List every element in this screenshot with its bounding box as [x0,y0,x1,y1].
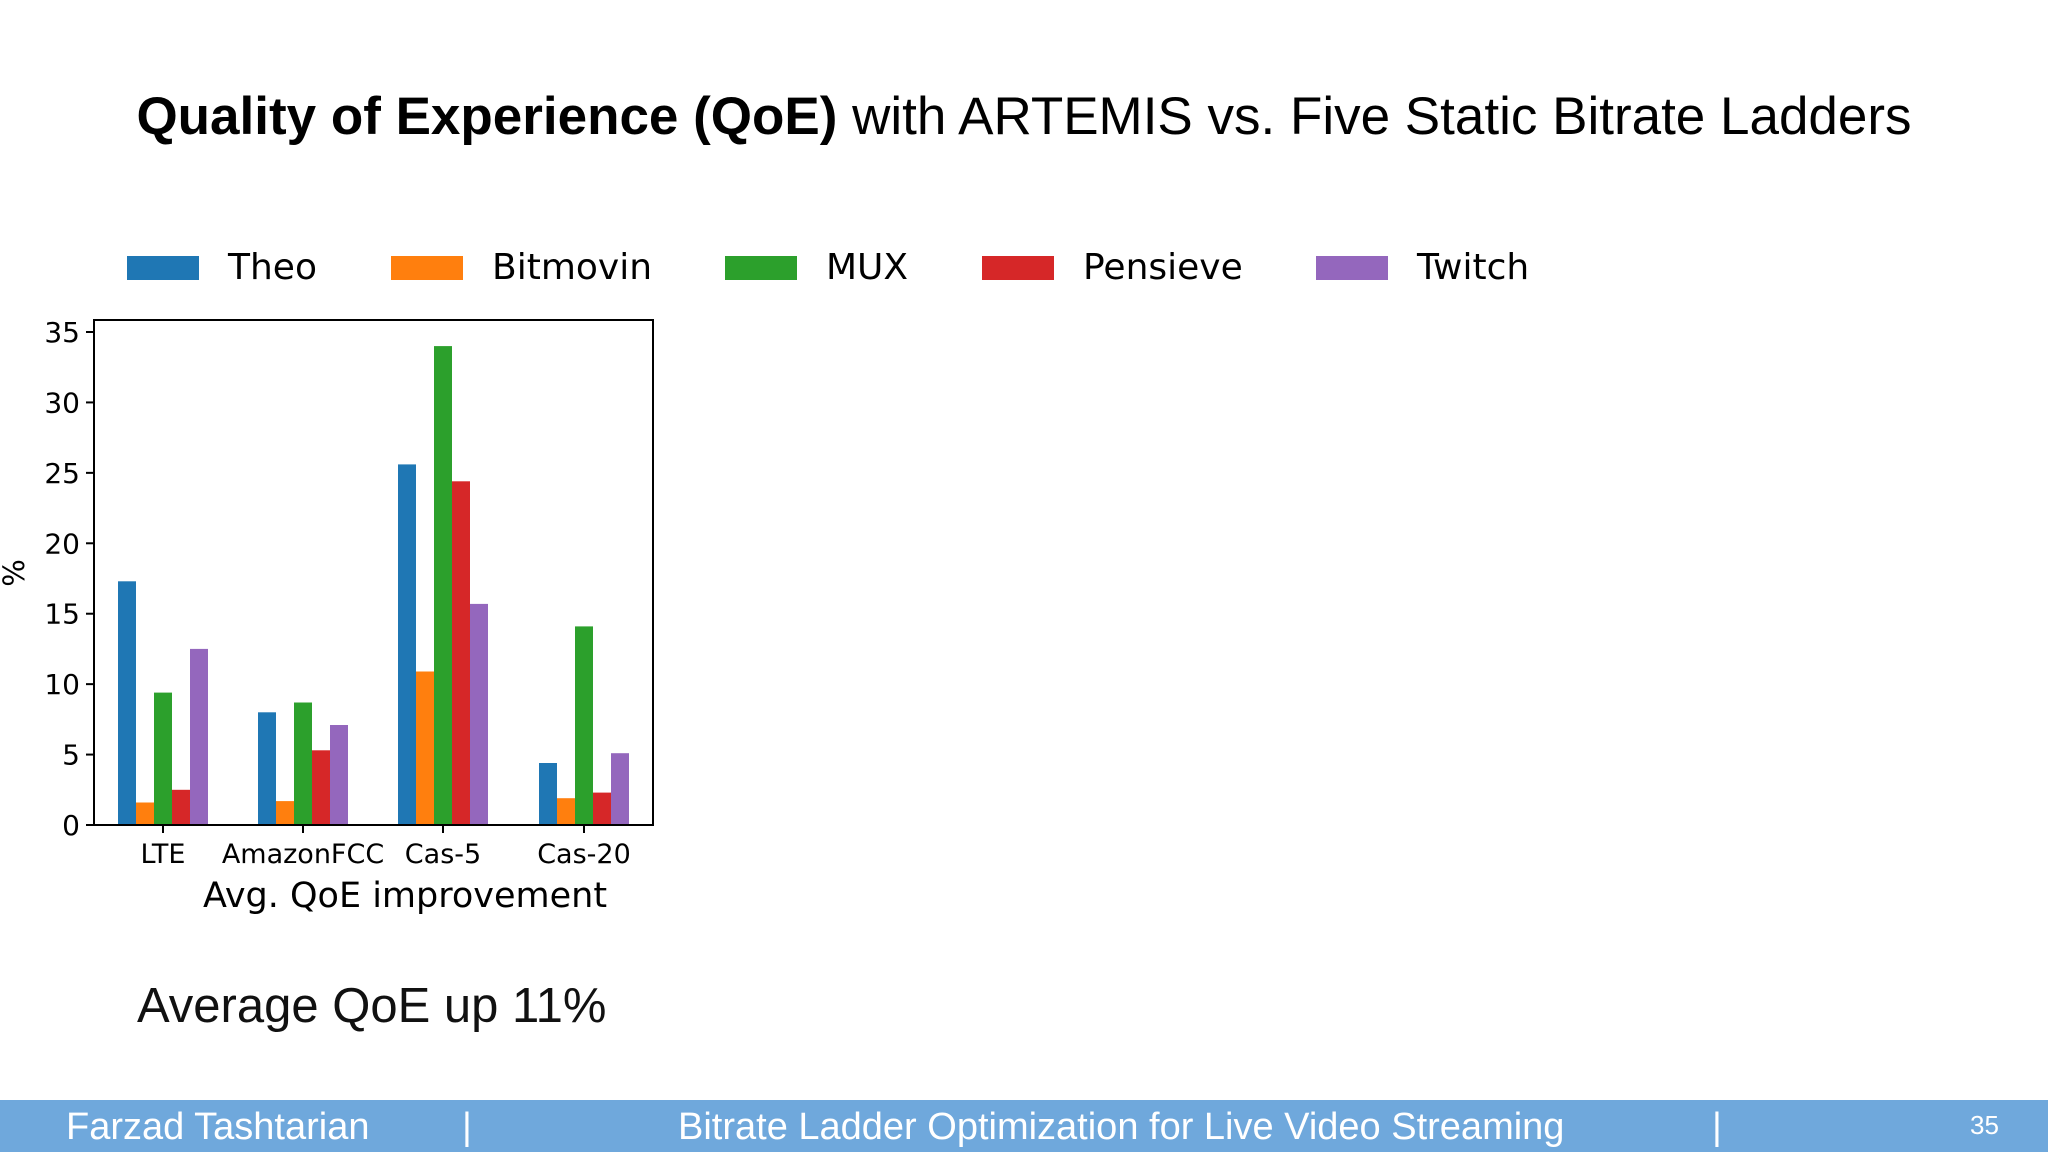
legend-label-mux: MUX [826,247,908,288]
chart-legend: Theo Bitmovin MUX Pensieve Twitch [127,247,1529,288]
legend-label-bitmovin: Bitmovin [492,247,652,288]
bar-mux-lte [154,692,172,825]
bar-mux-cas-20 [575,626,593,825]
x-tick-label: AmazonFCC [222,839,384,870]
footer-separator-right: | [1712,1106,1722,1148]
x-tick-label: Cas-20 [537,839,631,870]
bar-twitch-cas-20 [611,753,629,825]
x-tick-label: Cas-5 [405,839,481,870]
legend-swatch-twitch [1316,256,1388,280]
bar-mux-amazonfcc [294,702,312,825]
legend-swatch-theo [127,256,199,280]
bar-mux-cas-5 [434,346,452,825]
y-tick-label: 25 [44,457,80,490]
slide-title: Quality of Experience (QoE) with ARTEMIS… [0,86,2048,147]
footer-talk-title: Bitrate Ladder Optimization for Live Vid… [678,1106,1565,1148]
legend-swatch-mux [725,256,797,280]
y-tick-label: 5 [62,739,80,772]
legend-swatch-pensieve [982,256,1054,280]
x-tick-label: LTE [141,839,186,870]
summary-text: Average QoE up 11% [137,979,607,1033]
legend-swatch-bitmovin [391,256,463,280]
bar-pensieve-cas-20 [593,792,611,825]
x-axis: LTE AmazonFCC Cas-5 Cas-20 [141,825,631,870]
y-tick-label: 30 [44,386,80,419]
bar-pensieve-cas-5 [452,481,470,825]
y-tick-label: 20 [44,527,80,560]
bar-bitmovin-amazonfcc [276,801,294,825]
plot-frame [93,319,654,826]
y-tick-label: 10 [44,668,80,701]
y-tick-label: 35 [44,316,80,349]
bar-theo-cas-20 [539,763,557,825]
bar-theo-amazonfcc [258,712,276,825]
footer-separator-left: | [462,1106,472,1148]
legend-label-theo: Theo [227,247,317,288]
bar-bitmovin-cas-20 [557,798,575,825]
bar-bitmovin-cas-5 [416,671,434,825]
bar-pensieve-amazonfcc [312,750,330,825]
legend-label-pensieve: Pensieve [1083,247,1243,288]
bar-twitch-amazonfcc [330,725,348,825]
legend-label-twitch: Twitch [1416,247,1529,288]
y-tick-label: 0 [62,809,80,842]
slide-title-bold: Quality of Experience (QoE) [136,87,838,146]
footer-bar: Farzad Tashtarian | Bitrate Ladder Optim… [0,1100,2048,1152]
bar-bitmovin-lte [136,802,154,825]
x-axis-label: Avg. QoE improvement [203,876,607,916]
chart-bars [118,346,629,825]
y-tick-label: 15 [44,598,80,631]
y-axis-label: % [0,559,31,587]
slide-title-rest: with ARTEMIS vs. Five Static Bitrate Lad… [837,87,1912,146]
bar-pensieve-lte [172,789,190,825]
bar-theo-lte [118,581,136,825]
bar-theo-cas-5 [398,464,416,825]
bar-twitch-cas-5 [470,603,488,825]
bar-twitch-lte [190,648,208,825]
y-axis: 0 5 10 15 20 25 30 35 [44,316,94,842]
footer-page-number: 35 [1970,1110,1999,1140]
footer-author: Farzad Tashtarian [66,1106,370,1148]
